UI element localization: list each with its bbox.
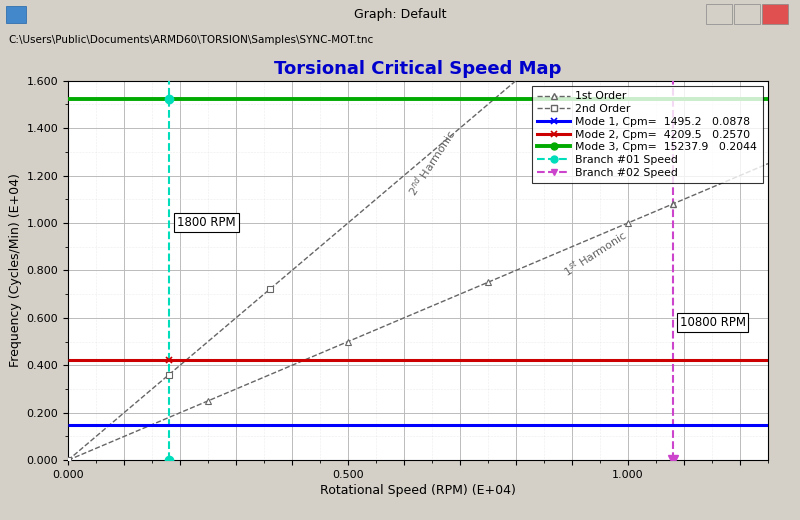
Text: 1$^{st}$ Harmonic: 1$^{st}$ Harmonic [561,227,630,280]
Bar [706,4,732,24]
Text: 2$^{nd}$ Harmonic: 2$^{nd}$ Harmonic [404,126,459,199]
X-axis label: Rotational Speed (RPM) (E+04): Rotational Speed (RPM) (E+04) [320,484,516,497]
Bar [762,4,788,24]
Text: 1800 RPM: 1800 RPM [178,216,236,229]
Bar [734,4,760,24]
Text: C:\Users\Public\Documents\ARMD60\TORSION\Samples\SYNC-MOT.tnc: C:\Users\Public\Documents\ARMD60\TORSION… [8,35,374,45]
Text: Graph: Default: Graph: Default [354,8,446,21]
Bar [6,6,26,23]
Legend: 1st Order, 2nd Order, Mode 1, Cpm=  1495.2   0.0878, Mode 2, Cpm=  4209.5   0.25: 1st Order, 2nd Order, Mode 1, Cpm= 1495.… [532,86,762,183]
Title: Torsional Critical Speed Map: Torsional Critical Speed Map [274,60,562,77]
Text: 10800 RPM: 10800 RPM [679,316,746,329]
Y-axis label: Frequency (Cycles/Min) (E+04): Frequency (Cycles/Min) (E+04) [10,174,22,367]
